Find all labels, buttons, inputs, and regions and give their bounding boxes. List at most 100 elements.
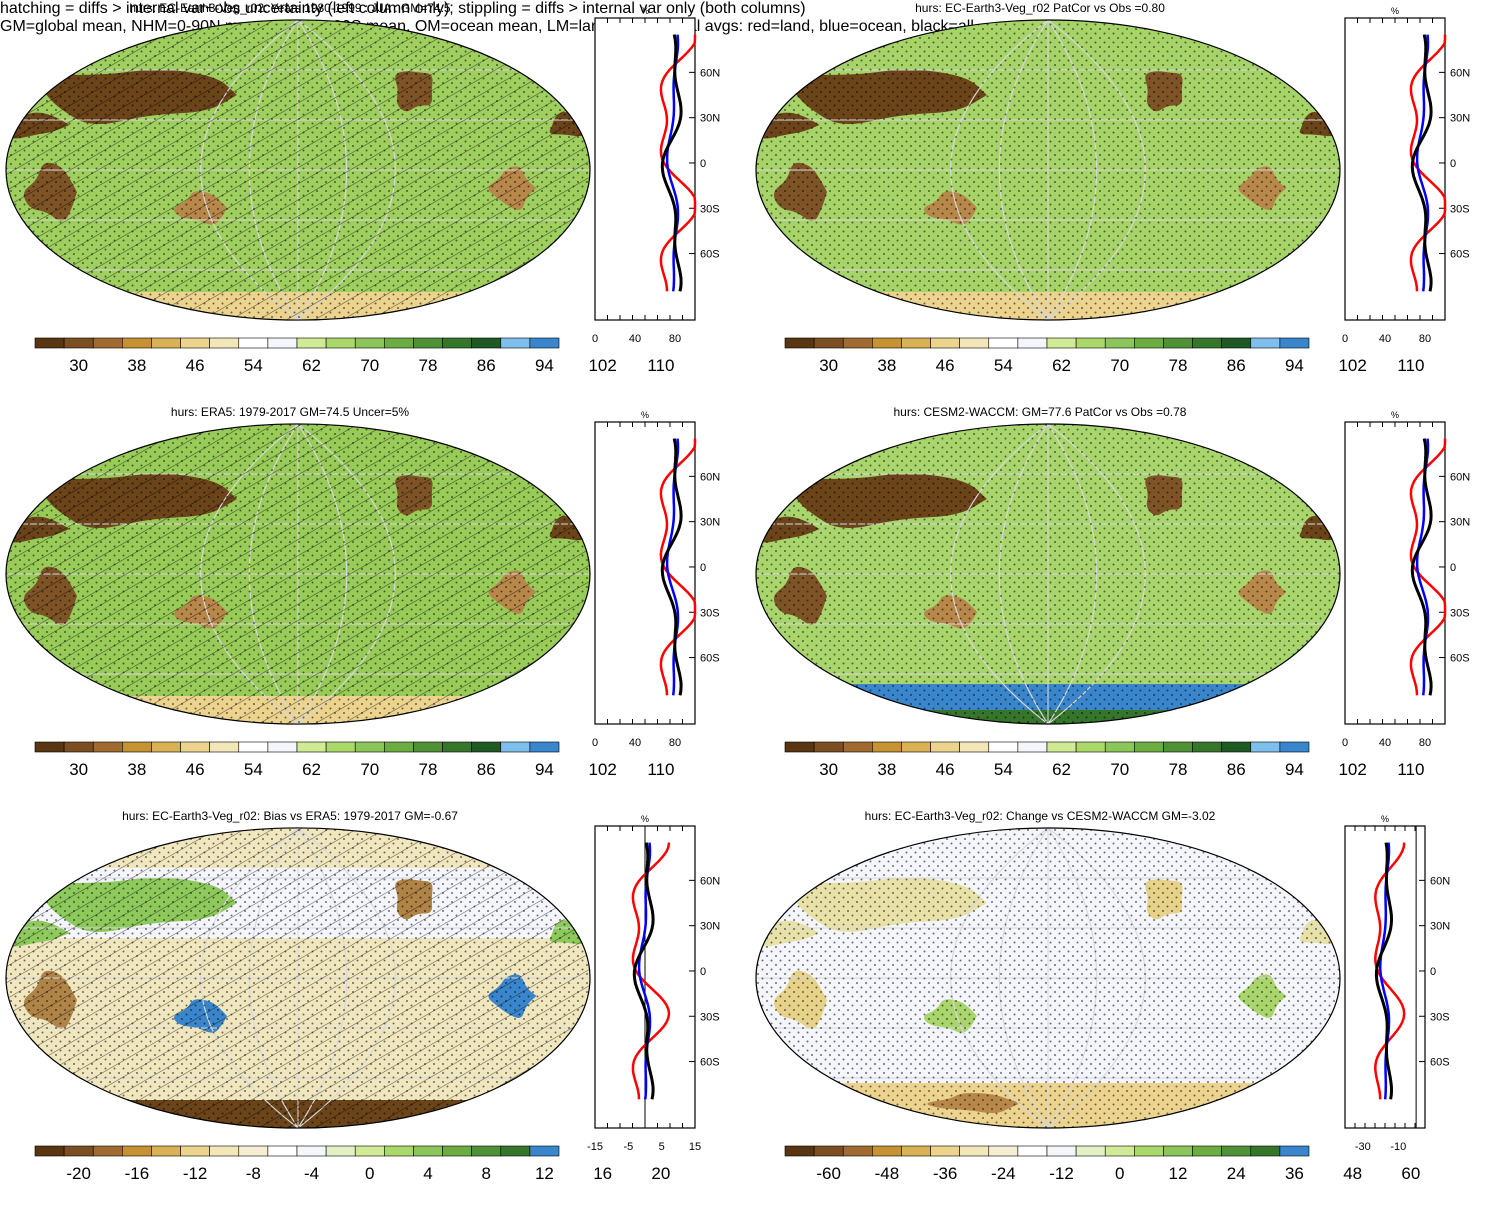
colorbar-label: 62 — [302, 760, 321, 779]
zonal-profile: % 60N 30N 0 30S 60S 0 40 80 — [1342, 6, 1470, 345]
zonal-profile: % 60N 30N 0 30S 60S -30 -10 — [1344, 814, 1450, 1153]
colorbar-swatch — [471, 337, 502, 349]
colorbar-swatch — [1250, 337, 1281, 349]
colorbar-label: 78 — [1169, 356, 1188, 375]
colorbar-label: 16 — [593, 1164, 612, 1183]
colorbar-label: 20 — [651, 1164, 670, 1183]
colorbar-label: 46 — [186, 356, 205, 375]
colorbar-swatch — [988, 337, 1019, 349]
profile-xtick-label: 40 — [629, 737, 641, 749]
colorbar-label: 30 — [819, 356, 838, 375]
colorbar-swatch — [92, 1145, 123, 1157]
colorbar-swatch — [1134, 741, 1164, 753]
colorbar-label: 46 — [936, 760, 955, 779]
colorbar-swatch — [1017, 337, 1048, 349]
stippling-overlay — [756, 828, 1340, 1128]
colorbar-label: 70 — [1110, 760, 1129, 779]
colorbar: -60 -48 -36 -24 -12 0 12 24 36 48 60 — [784, 1145, 1420, 1183]
colorbar-swatch — [413, 1145, 443, 1157]
lat-label: 60N — [1450, 471, 1470, 483]
colorbar-swatch — [1075, 741, 1106, 753]
colorbar-label: 78 — [419, 356, 438, 375]
colorbar-swatch — [1046, 1145, 1077, 1157]
colorbar-label: 4 — [423, 1164, 432, 1183]
colorbar-swatch — [1192, 1145, 1222, 1157]
lat-label: 60N — [700, 471, 720, 483]
colorbar-swatch — [267, 337, 298, 349]
colorbar-swatch — [1221, 337, 1252, 349]
colorbar-swatch — [988, 1145, 1019, 1157]
panel-5: hurs: EC-Earth3-Veg_r02: Change vs CESM2… — [755, 809, 1450, 1183]
map-panel — [5, 423, 591, 725]
colorbar-label: 94 — [1285, 356, 1304, 375]
colorbar-label: -16 — [125, 1164, 150, 1183]
profile-xtick-label: 80 — [1419, 333, 1431, 345]
colorbar-label: 30 — [819, 760, 838, 779]
colorbar-swatch — [209, 1145, 240, 1157]
colorbar-swatch — [1017, 741, 1048, 753]
all-profile-line — [660, 438, 683, 696]
colorbar-swatch — [842, 337, 873, 349]
colorbar-label: 12 — [1169, 1164, 1188, 1183]
land-profile-line — [631, 842, 671, 1100]
colorbar-swatch — [1075, 1145, 1106, 1157]
colorbar-swatch — [34, 741, 65, 753]
profile-unit: % — [1391, 410, 1399, 420]
colorbar-label: 54 — [994, 356, 1013, 375]
lat-label: 60N — [700, 67, 720, 79]
lat-label: 60S — [700, 249, 720, 261]
colorbar-swatch — [784, 741, 815, 753]
colorbar-label: 70 — [360, 760, 379, 779]
profile-xtick-label: -30 — [1355, 1141, 1371, 1153]
colorbar-label: 110 — [1397, 760, 1424, 779]
lat-label: 60S — [700, 653, 720, 665]
land-profile-line — [659, 34, 697, 292]
lat-label: 60S — [1450, 249, 1470, 261]
all-profile-line — [1374, 842, 1394, 1100]
colorbar: 30 38 46 54 62 70 78 86 94 102 110 — [784, 741, 1424, 779]
colorbar-swatch — [471, 1145, 502, 1157]
profile-xtick-label: 40 — [629, 333, 641, 345]
lat-label: 30N — [1450, 113, 1470, 125]
colorbar-swatch — [930, 1145, 960, 1157]
colorbar-swatch — [384, 1145, 414, 1157]
colorbar-label: 94 — [535, 760, 554, 779]
colorbar-swatch — [930, 741, 960, 753]
profile-xtick-label: 5 — [659, 1141, 665, 1153]
colorbar-swatch — [34, 337, 65, 349]
colorbar-swatch — [122, 337, 152, 349]
map-title: hurs: EC-Earth3-Veg_r02: Change vs CESM2… — [865, 809, 1216, 823]
panel-2: hurs: ERA5: 1979-2017 GM=74.5 Uncer=5% 3… — [5, 405, 720, 779]
colorbar-swatch — [471, 741, 502, 753]
colorbar-label: 62 — [1052, 760, 1071, 779]
colorbar-label: 54 — [244, 356, 263, 375]
lat-label: 60N — [1450, 67, 1470, 79]
colorbar-swatch — [413, 741, 443, 753]
lat-label: 0 — [1450, 562, 1456, 574]
colorbar-swatch — [872, 1145, 902, 1157]
colorbar-label: -12 — [1049, 1164, 1074, 1183]
profile-unit: % — [1391, 6, 1399, 16]
colorbar-swatch — [1104, 741, 1135, 753]
colorbar-label: 54 — [994, 760, 1013, 779]
colorbar-swatch — [296, 741, 327, 753]
map-title: hurs: EC-Earth3-Veg_r02: Bias vs ERA5: 1… — [122, 809, 458, 823]
colorbar-swatch — [872, 741, 902, 753]
colorbar-swatch — [1075, 337, 1106, 349]
colorbar-swatch — [529, 1145, 560, 1157]
colorbar-label: 78 — [1169, 760, 1188, 779]
map-panel — [755, 827, 1341, 1129]
all-profile-line — [632, 842, 655, 1100]
profile-xtick-label: 40 — [1379, 333, 1391, 345]
map-field — [756, 20, 1340, 320]
map-title: hurs: CESM2-WACCM: GM=77.6 PatCor vs Obs… — [894, 405, 1187, 419]
colorbar-label: 54 — [244, 760, 263, 779]
profile-xtick-label: 15 — [689, 1141, 701, 1153]
colorbar-swatch — [122, 741, 152, 753]
lat-label: 30N — [1450, 517, 1470, 529]
colorbar-label: 36 — [1285, 1164, 1304, 1183]
land-profile-line — [1409, 34, 1447, 292]
profile-unit: % — [641, 814, 649, 824]
colorbar-swatch — [1017, 1145, 1048, 1157]
